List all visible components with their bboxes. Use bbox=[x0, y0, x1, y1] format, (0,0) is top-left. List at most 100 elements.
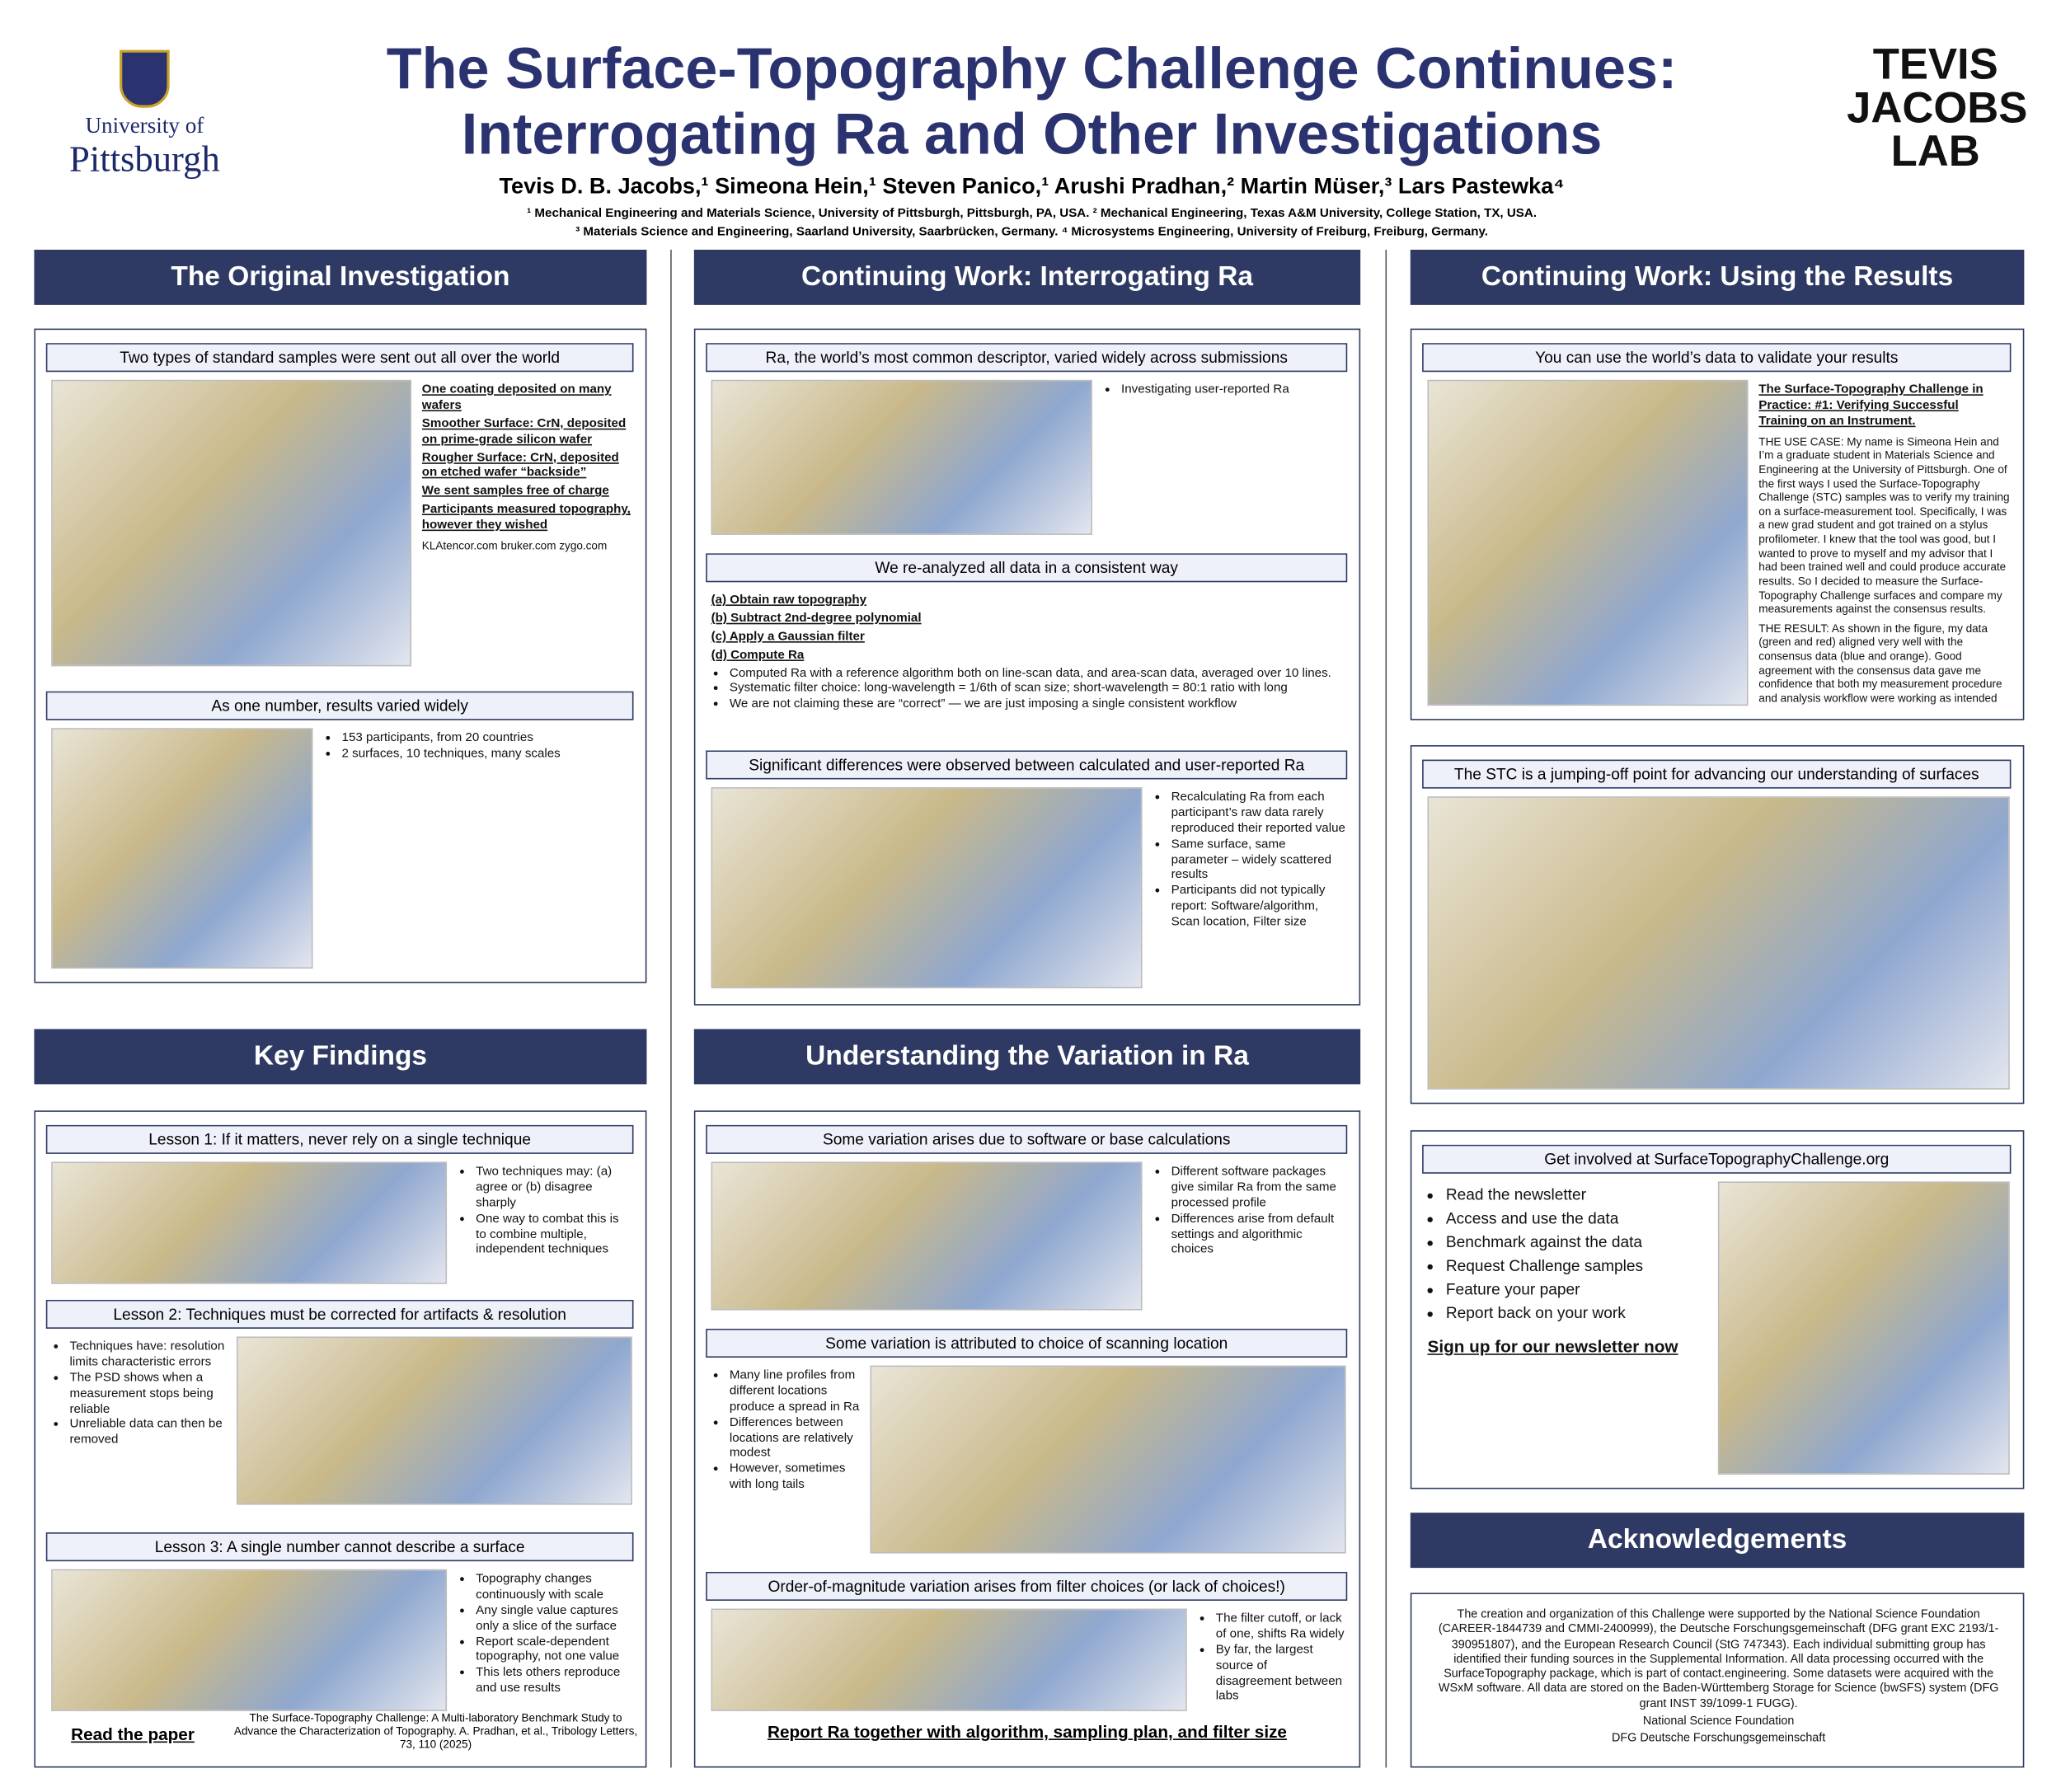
bullet: Feature your paper bbox=[1446, 1280, 1707, 1300]
label: We sent samples free of charge bbox=[421, 484, 609, 499]
bullet: Different software packages give similar… bbox=[1171, 1165, 1346, 1212]
subpanel: Some variation is attributed to choice o… bbox=[695, 1328, 1358, 1559]
section-header: Continuing Work: Using the Results bbox=[1410, 249, 2025, 305]
text-column: Recalculating Ra from each participant’s… bbox=[1153, 787, 1345, 988]
label: Rougher Surface: CrN, deposited on etche… bbox=[421, 450, 619, 481]
label: One coating deposited on many wafers bbox=[421, 382, 612, 413]
subpanel: Significant differences were observed be… bbox=[695, 750, 1358, 993]
title-line: The Surface-Topography Challenge Continu… bbox=[386, 36, 1678, 101]
bullet: Request Challenge samples bbox=[1446, 1256, 1707, 1276]
bullet: The PSD shows when a measurement stops b… bbox=[70, 1371, 227, 1418]
text-column: Topography changes continuously with sca… bbox=[458, 1569, 632, 1711]
bullet-list: Two techniques may: (a) agree or (b) dis… bbox=[458, 1165, 632, 1259]
subpanel: Order-of-magnitude variation arises from… bbox=[695, 1571, 1358, 1716]
panel: Get involved at SurfaceTopographyChallen… bbox=[1410, 1130, 2025, 1489]
figure bbox=[236, 1336, 632, 1505]
text-column: Read the newsletter Access and use the da… bbox=[1428, 1181, 1708, 1475]
bullet-list: Different software packages give similar… bbox=[1153, 1165, 1345, 1259]
subpanel: Lesson 1: If it matters, never rely on a… bbox=[35, 1124, 644, 1289]
panel: Lesson 1: If it matters, never rely on a… bbox=[34, 1110, 647, 1768]
label: (a) Obtain raw topography bbox=[711, 593, 867, 607]
footer-text: Read the paper bbox=[71, 1724, 195, 1744]
bullet: 2 surfaces, 10 techniques, many scales bbox=[342, 746, 632, 762]
title-line: Interrogating Ra and Other Investigation… bbox=[461, 102, 1603, 167]
subpanel: As one number, results varied widely 153 … bbox=[35, 691, 644, 974]
subpanel-title: Order-of-magnitude variation arises from… bbox=[706, 1571, 1348, 1601]
subpanel: The STC is a jumping-off point for advan… bbox=[1411, 759, 2021, 1095]
label: Participants measured topography, howeve… bbox=[421, 502, 631, 532]
bullet-list: Techniques have: resolution limits chara… bbox=[51, 1339, 226, 1449]
subpanel-title: Some variation arises due to software or… bbox=[706, 1124, 1348, 1154]
bullet: Read the newsletter bbox=[1446, 1185, 1707, 1205]
panel: You can use the world’s data to validate… bbox=[1410, 328, 2025, 720]
divider bbox=[670, 249, 672, 1768]
label: (c) Apply a Gaussian filter bbox=[711, 629, 865, 644]
bullet: We are not claiming these are “correct” … bbox=[730, 697, 1346, 712]
panel: Ra, the world’s most common descriptor, … bbox=[693, 328, 1361, 1006]
figure bbox=[1427, 379, 1749, 706]
university-logo: University of Pittsburgh bbox=[53, 49, 237, 181]
subpanel: Lesson 2: Techniques must be corrected f… bbox=[35, 1299, 644, 1510]
paragraph: The creation and organization of this Ch… bbox=[1438, 1607, 1999, 1710]
paragraph: National Science Foundation bbox=[1642, 1713, 1795, 1727]
bullet: By far, the largest source of disagreeme… bbox=[1216, 1643, 1346, 1705]
university-line: University of bbox=[85, 113, 204, 138]
subpanel: Lesson 3: A single number cannot describ… bbox=[35, 1532, 644, 1716]
bullet: Topography changes continuously with sca… bbox=[476, 1572, 632, 1603]
footer-text: Report Ra together with algorithm, sampl… bbox=[768, 1721, 1287, 1742]
figure bbox=[711, 379, 1092, 535]
bullet: Report back on your work bbox=[1446, 1304, 1707, 1324]
label: (d) Compute Ra bbox=[711, 647, 805, 662]
bullet: Differences arise from default settings … bbox=[1171, 1211, 1346, 1258]
bullet: Benchmark against the data bbox=[1446, 1233, 1707, 1253]
text-column: Many line profiles from different locati… bbox=[711, 1366, 860, 1554]
subpanel-title: The STC is a jumping-off point for advan… bbox=[1422, 759, 2012, 789]
lab-logo: TEVIS JACOBS LAB bbox=[1847, 42, 2027, 172]
paragraph: Sign up for our newsletter now bbox=[1427, 1336, 1678, 1357]
subpanel: You can use the world’s data to validate… bbox=[1411, 343, 2021, 711]
bullet: Access and use the data bbox=[1446, 1209, 1707, 1229]
section-header: Continuing Work: Interrogating Ra bbox=[693, 249, 1361, 305]
bullet: Report scale-dependent topography, not o… bbox=[476, 1635, 632, 1666]
subpanel-title: Get involved at SurfaceTopographyChallen… bbox=[1422, 1144, 2012, 1174]
bullet: One way to combat this is to combine mul… bbox=[476, 1211, 632, 1258]
panel: Two types of standard samples were sent … bbox=[34, 328, 647, 983]
bullet-list: 153 participants, from 20 countries2 sur… bbox=[323, 730, 632, 762]
text-column: Two techniques may: (a) agree or (b) dis… bbox=[458, 1161, 632, 1283]
subpanel-title: As one number, results varied widely bbox=[45, 691, 634, 720]
affiliation-line: ³ Materials Science and Engineering, Saa… bbox=[575, 224, 1488, 240]
bullet: Differences between locations are relati… bbox=[730, 1415, 860, 1462]
figure bbox=[51, 1569, 448, 1711]
panel: Some variation arises due to software or… bbox=[693, 1110, 1361, 1768]
bullet-list: The filter cutoff, or lack of one, shift… bbox=[1197, 1611, 1345, 1705]
bullet: Unreliable data can then be removed bbox=[70, 1417, 227, 1448]
label: (b) Subtract 2nd-degree polynomial bbox=[711, 611, 922, 626]
text-column: 153 participants, from 20 countries2 sur… bbox=[323, 728, 632, 969]
subpanel-title: Two types of standard samples were sent … bbox=[45, 343, 634, 373]
bullet: Two techniques may: (a) agree or (b) dis… bbox=[476, 1165, 632, 1212]
section-header: Key Findings bbox=[34, 1029, 647, 1085]
crest bbox=[120, 49, 170, 108]
section-header: Acknowledgements bbox=[1410, 1513, 2025, 1569]
section-header: The Original Investigation bbox=[34, 249, 647, 305]
affiliation-line: ¹ Mechanical Engineering and Materials S… bbox=[527, 206, 1538, 221]
bullet: Techniques have: resolution limits chara… bbox=[70, 1339, 227, 1371]
figure bbox=[51, 728, 313, 969]
bullet: Computed Ra with a reference algorithm b… bbox=[730, 666, 1346, 682]
bullet-list: Investigating user-reported Ra bbox=[1103, 382, 1346, 398]
figure bbox=[711, 1161, 1143, 1311]
bullet: Same surface, same parameter – widely sc… bbox=[1171, 837, 1346, 884]
bullet-list: Computed Ra with a reference algorithm b… bbox=[711, 666, 1346, 713]
text-column: Different software packages give similar… bbox=[1153, 1161, 1345, 1310]
bullet-list: Read the newsletter Access and use the da… bbox=[1428, 1185, 1708, 1323]
bullet-list: Many line profiles from different locati… bbox=[711, 1368, 860, 1493]
text-column: Techniques have: resolution limits chara… bbox=[51, 1336, 226, 1504]
text-column: (a) Obtain raw topography (b) Subtract 2n… bbox=[711, 590, 1346, 732]
bullet: However, sometimes with long tails bbox=[730, 1461, 860, 1493]
text-column: The Surface-Topography Challenge in Prac… bbox=[1758, 380, 2010, 706]
footer-text: The Surface-Topography Challenge: A Mult… bbox=[233, 1710, 638, 1751]
subpanel-title: Lesson 3: A single number cannot describ… bbox=[45, 1532, 634, 1562]
text-column: One coating deposited on many wafers Smoo… bbox=[422, 380, 632, 667]
paragraph: THE USE CASE: My name is Simeona Hein an… bbox=[1758, 434, 2010, 616]
